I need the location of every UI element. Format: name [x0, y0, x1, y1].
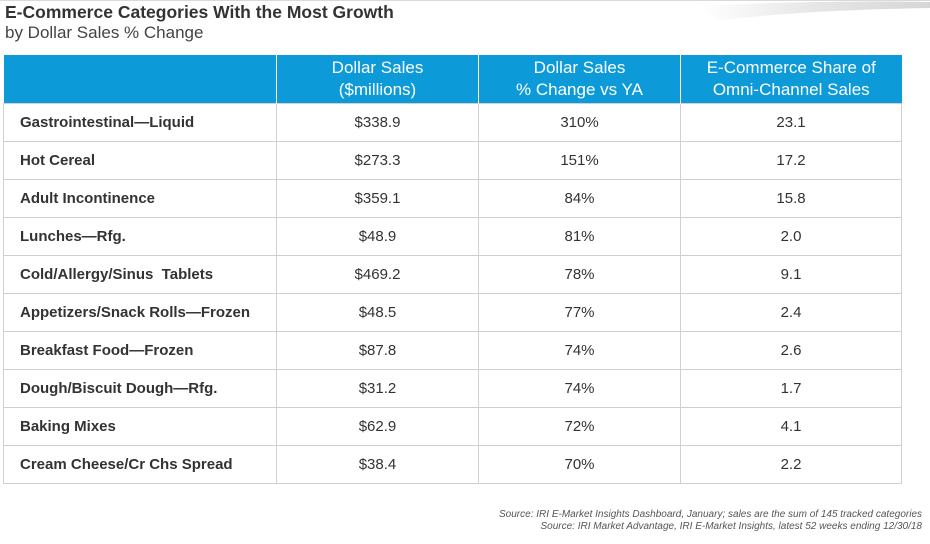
dollar-sales-cell: $48.5 — [276, 293, 479, 332]
pct-change-cell: 151% — [478, 141, 681, 180]
decorative-swoosh — [700, 1, 930, 20]
ecom-share-cell: 2.4 — [680, 293, 902, 332]
category-cell: Cream Cheese/Cr Chs Spread — [3, 445, 277, 484]
ecom-share-cell: 9.1 — [680, 255, 902, 294]
table-row: Breakfast Food—Frozen $87.8 74% 2.6 — [3, 331, 902, 370]
ecom-share-cell: 2.0 — [680, 217, 902, 256]
pct-change-cell: 77% — [478, 293, 681, 332]
top-rule — [0, 0, 930, 1]
ecom-share-cell: 23.1 — [680, 103, 902, 142]
dollar-sales-cell: $48.9 — [276, 217, 479, 256]
category-cell: Adult Incontinence — [3, 179, 277, 218]
table-row: Gastrointestinal—Liquid $338.9 310% 23.1 — [3, 103, 902, 142]
ecom-share-cell: 4.1 — [680, 407, 902, 446]
ecom-share-cell: 2.6 — [680, 331, 902, 370]
pct-change-cell: 81% — [478, 217, 681, 256]
header-ecom-share: E-Commerce Share of Omni-Channel Sales — [680, 55, 902, 104]
source-note: Source: IRI E-Market Insights Dashboard,… — [499, 509, 922, 533]
growth-table: Dollar Sales ($millions) Dollar Sales % … — [3, 55, 902, 484]
pct-change-cell: 72% — [478, 407, 681, 446]
dollar-sales-cell: $338.9 — [276, 103, 479, 142]
table-row: Adult Incontinence $359.1 84% 15.8 — [3, 179, 902, 218]
ecom-share-cell: 2.2 — [680, 445, 902, 484]
header-dollar-sales-line2: ($millions) — [338, 80, 417, 99]
table-row: Dough/Biscuit Dough—Rfg. $31.2 74% 1.7 — [3, 369, 902, 408]
pct-change-cell: 74% — [478, 369, 681, 408]
table-row: Cold/Allergy/Sinus Tablets $469.2 78% 9.… — [3, 255, 902, 294]
table-row: Appetizers/Snack Rolls—Frozen $48.5 77% … — [3, 293, 902, 332]
dollar-sales-cell: $359.1 — [276, 179, 479, 218]
dollar-sales-cell: $469.2 — [276, 255, 479, 294]
source-line-2: Source: IRI Market Advantage, IRI E-Mark… — [540, 521, 923, 532]
category-cell: Breakfast Food—Frozen — [3, 331, 277, 370]
category-cell: Baking Mixes — [3, 407, 277, 446]
header-ecom-share-line2: Omni-Channel Sales — [712, 80, 870, 99]
header-pct-change-line2: % Change vs YA — [516, 80, 643, 99]
category-cell: Cold/Allergy/Sinus Tablets — [3, 255, 277, 294]
category-cell: Hot Cereal — [3, 141, 277, 180]
header-pct-change: Dollar Sales % Change vs YA — [478, 55, 681, 104]
category-cell: Gastrointestinal—Liquid — [3, 103, 277, 142]
page-subtitle: by Dollar Sales % Change — [5, 23, 204, 42]
page-title: E-Commerce Categories With the Most Grow… — [5, 2, 394, 22]
pct-change-cell: 70% — [478, 445, 681, 484]
source-line-1: Source: IRI E-Market Insights Dashboard,… — [499, 509, 922, 520]
header-pct-change-line1: Dollar Sales — [533, 58, 626, 77]
ecom-share-cell: 1.7 — [680, 369, 902, 408]
pct-change-cell: 84% — [478, 179, 681, 218]
category-cell: Dough/Biscuit Dough—Rfg. — [3, 369, 277, 408]
dollar-sales-cell: $38.4 — [276, 445, 479, 484]
category-cell: Appetizers/Snack Rolls—Frozen — [3, 293, 277, 332]
dollar-sales-cell: $87.8 — [276, 331, 479, 370]
dollar-sales-cell: $273.3 — [276, 141, 479, 180]
header-ecom-share-line1: E-Commerce Share of — [706, 58, 876, 77]
table-row: Hot Cereal $273.3 151% 17.2 — [3, 141, 902, 180]
ecom-share-cell: 17.2 — [680, 141, 902, 180]
header-category — [3, 55, 277, 104]
header-dollar-sales: Dollar Sales ($millions) — [276, 55, 479, 104]
table-row: Baking Mixes $62.9 72% 4.1 — [3, 407, 902, 446]
category-cell: Lunches—Rfg. — [3, 217, 277, 256]
ecom-share-cell: 15.8 — [680, 179, 902, 218]
pct-change-cell: 74% — [478, 331, 681, 370]
pct-change-cell: 78% — [478, 255, 681, 294]
dollar-sales-cell: $31.2 — [276, 369, 479, 408]
table-header-row: Dollar Sales ($millions) Dollar Sales % … — [3, 55, 902, 104]
pct-change-cell: 310% — [478, 103, 681, 142]
table-row: Cream Cheese/Cr Chs Spread $38.4 70% 2.2 — [3, 445, 902, 484]
header-dollar-sales-line1: Dollar Sales — [331, 58, 424, 77]
dollar-sales-cell: $62.9 — [276, 407, 479, 446]
table-row: Lunches—Rfg. $48.9 81% 2.0 — [3, 217, 902, 256]
